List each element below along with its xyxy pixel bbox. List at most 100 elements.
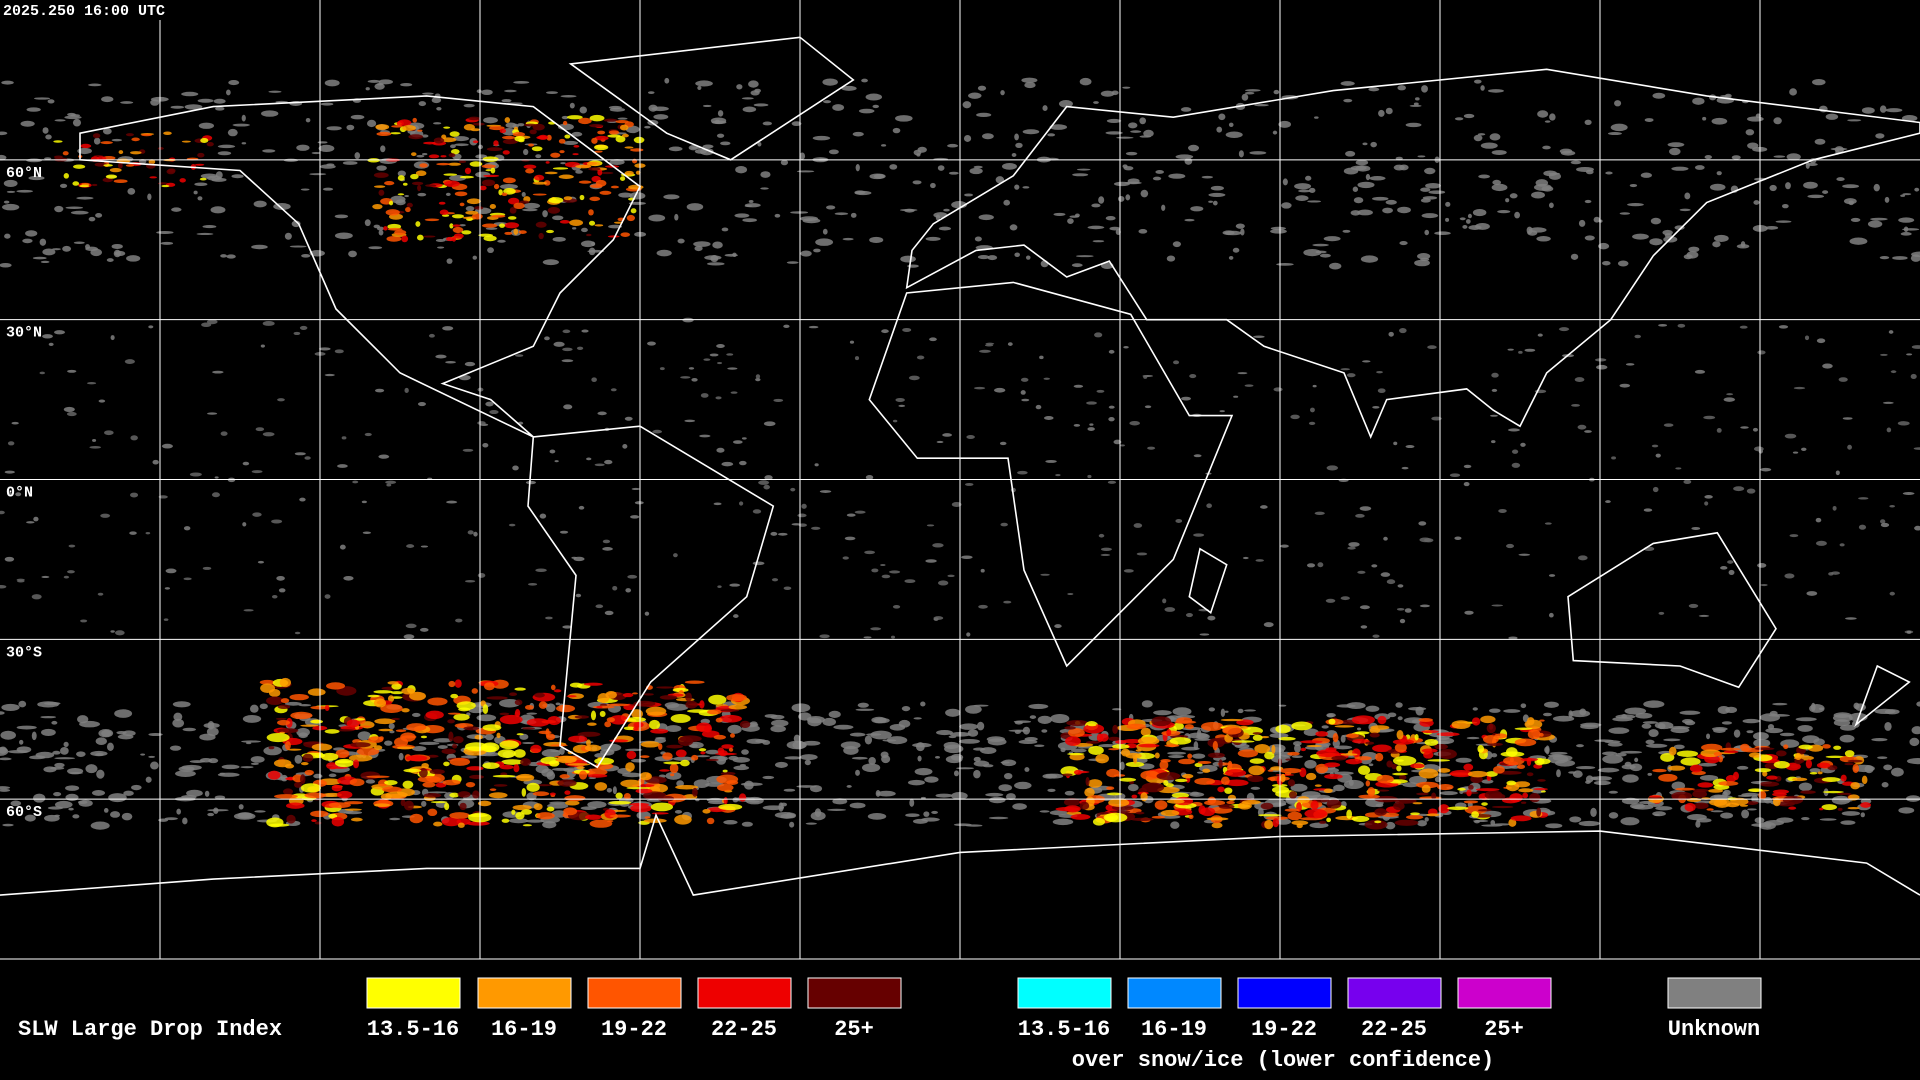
cloud <box>764 714 778 718</box>
cloud <box>157 147 164 150</box>
cloud <box>741 749 749 755</box>
cloud <box>1406 814 1424 820</box>
cloud <box>732 252 737 257</box>
cloud <box>173 712 183 721</box>
cloud <box>1706 808 1714 811</box>
cloud <box>904 579 916 584</box>
cloud <box>1207 615 1216 621</box>
cloud <box>76 751 86 757</box>
cloud <box>1480 85 1485 91</box>
cloud <box>516 733 524 736</box>
cloud <box>373 172 389 178</box>
cloud <box>1367 787 1376 797</box>
cloud <box>1753 446 1764 452</box>
cloud <box>628 184 644 190</box>
cloud <box>543 180 551 186</box>
cloud <box>1710 810 1724 813</box>
cloud <box>1108 405 1115 409</box>
cloud <box>479 185 487 191</box>
cloud <box>1225 131 1243 139</box>
cloud <box>1658 611 1665 615</box>
cloud <box>1791 777 1808 782</box>
cloud <box>559 530 569 534</box>
cloud <box>1362 142 1368 146</box>
cloud <box>1387 712 1397 718</box>
cloud <box>4 470 15 474</box>
cloud <box>439 209 449 215</box>
cloud <box>380 145 386 153</box>
cloud <box>578 770 588 780</box>
cloud <box>881 329 889 334</box>
cloud <box>1839 734 1855 743</box>
cloud <box>464 579 476 583</box>
cloud <box>1527 729 1541 740</box>
cloud <box>862 763 881 773</box>
cloud <box>331 816 345 827</box>
cloud <box>166 168 176 175</box>
cloud <box>1324 774 1343 780</box>
cloud <box>1489 133 1501 141</box>
cloud <box>951 502 962 508</box>
cloud <box>693 241 711 247</box>
cloud <box>1683 479 1692 485</box>
cloud <box>546 229 554 234</box>
cloud <box>1480 715 1496 724</box>
cloud <box>1383 536 1388 541</box>
cloud <box>1514 727 1533 731</box>
graticule <box>0 0 1920 959</box>
cloud <box>378 229 384 236</box>
cloud <box>1224 710 1229 713</box>
cloud <box>1542 712 1552 717</box>
cloud <box>743 780 754 790</box>
cloud <box>1828 572 1834 576</box>
cloud <box>710 255 719 263</box>
cloud <box>898 404 906 408</box>
cloud <box>437 246 445 249</box>
cloud <box>1364 819 1388 830</box>
cloud <box>1414 733 1419 741</box>
cloud <box>1087 225 1105 230</box>
cloud <box>841 85 857 91</box>
cloud <box>280 698 290 704</box>
cloud <box>1015 142 1023 148</box>
cloud <box>1140 770 1160 780</box>
cloud <box>1377 715 1387 725</box>
cloud <box>774 761 788 768</box>
cloud <box>254 810 266 813</box>
cloud <box>1559 148 1573 154</box>
cloud <box>1328 718 1336 725</box>
cloud <box>72 814 80 819</box>
cloud <box>1372 196 1389 201</box>
cloud <box>422 782 436 788</box>
cloud <box>1769 184 1777 192</box>
cloud <box>1467 213 1472 219</box>
cloud <box>668 146 683 152</box>
cloud <box>1119 444 1125 447</box>
cloud <box>0 711 5 715</box>
cloud <box>148 325 154 329</box>
cloud <box>901 705 911 712</box>
cloud <box>1644 118 1654 122</box>
cloud <box>497 749 516 758</box>
cloud <box>1418 521 1427 526</box>
snow-caption: over snow/ice (lower confidence) <box>1072 1048 1494 1073</box>
cloud <box>1692 97 1705 105</box>
cloud <box>1412 802 1423 805</box>
cloud <box>1784 573 1795 579</box>
cloud <box>1241 93 1249 101</box>
cloud <box>1478 174 1491 179</box>
cloud <box>76 196 94 200</box>
cloud <box>1673 744 1685 750</box>
cloud <box>464 361 476 367</box>
cloud <box>812 135 831 141</box>
cloud <box>1550 751 1568 755</box>
cloud <box>400 732 416 742</box>
cloud <box>1463 800 1479 804</box>
cloud <box>550 684 556 691</box>
cloud <box>808 325 819 329</box>
cloud <box>573 144 580 148</box>
cloud <box>606 717 615 723</box>
cloud <box>1193 533 1205 537</box>
cloud <box>1353 197 1364 204</box>
cloud <box>145 776 152 783</box>
